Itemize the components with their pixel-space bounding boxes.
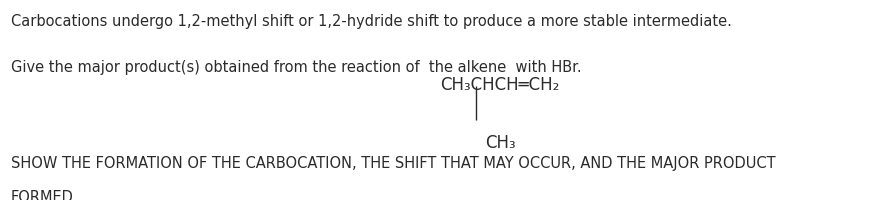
Text: FORMED.: FORMED.: [11, 190, 78, 200]
Text: CH₃: CH₃: [485, 134, 515, 152]
Text: SHOW THE FORMATION OF THE CARBOCATION, THE SHIFT THAT MAY OCCUR, AND THE MAJOR P: SHOW THE FORMATION OF THE CARBOCATION, T…: [11, 156, 775, 171]
Text: Carbocations undergo 1,2-methyl shift or 1,2-hydride shift to produce a more sta: Carbocations undergo 1,2-methyl shift or…: [11, 14, 732, 29]
Text: CH₃CHCH═CH₂: CH₃CHCH═CH₂: [441, 76, 559, 94]
Text: Give the major product(s) obtained from the reaction of  the alkene  with HBr.: Give the major product(s) obtained from …: [11, 60, 581, 75]
